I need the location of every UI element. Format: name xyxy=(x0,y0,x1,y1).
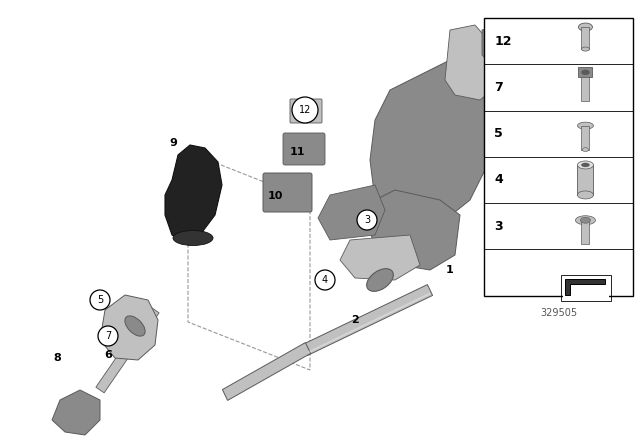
Text: 5: 5 xyxy=(97,295,103,305)
Polygon shape xyxy=(365,190,460,270)
Polygon shape xyxy=(482,25,502,65)
Text: 5: 5 xyxy=(495,127,503,140)
Ellipse shape xyxy=(580,217,591,223)
Bar xyxy=(561,275,611,301)
Polygon shape xyxy=(500,50,518,85)
Text: 3: 3 xyxy=(364,215,370,225)
FancyBboxPatch shape xyxy=(283,133,325,165)
Circle shape xyxy=(98,326,118,346)
Text: 12: 12 xyxy=(299,105,311,115)
Text: 2: 2 xyxy=(351,315,359,325)
Polygon shape xyxy=(308,293,431,353)
Circle shape xyxy=(90,290,110,310)
FancyBboxPatch shape xyxy=(263,173,312,212)
Polygon shape xyxy=(223,343,310,401)
Bar xyxy=(563,276,609,298)
Ellipse shape xyxy=(582,148,588,152)
Ellipse shape xyxy=(575,216,595,225)
Circle shape xyxy=(357,210,377,230)
Ellipse shape xyxy=(579,23,593,31)
Bar xyxy=(582,27,589,49)
Polygon shape xyxy=(340,235,420,280)
Text: 10: 10 xyxy=(268,191,283,201)
Polygon shape xyxy=(566,279,605,294)
Ellipse shape xyxy=(367,269,394,291)
Text: 7: 7 xyxy=(495,81,503,94)
Ellipse shape xyxy=(125,316,145,336)
Circle shape xyxy=(315,270,335,290)
Polygon shape xyxy=(100,295,158,360)
Polygon shape xyxy=(370,60,500,230)
Text: 4: 4 xyxy=(322,275,328,285)
Text: 7: 7 xyxy=(105,331,111,341)
Polygon shape xyxy=(52,390,100,435)
Text: 11: 11 xyxy=(289,147,305,157)
Ellipse shape xyxy=(577,161,593,169)
Text: 4: 4 xyxy=(495,173,503,186)
Text: 9: 9 xyxy=(169,138,177,148)
Bar xyxy=(579,67,593,78)
Polygon shape xyxy=(498,25,518,65)
Bar xyxy=(582,78,589,101)
Bar xyxy=(577,165,593,195)
Text: 1: 1 xyxy=(446,265,454,275)
Polygon shape xyxy=(96,307,159,393)
Text: 6: 6 xyxy=(104,350,112,360)
Ellipse shape xyxy=(577,191,593,199)
Text: 8: 8 xyxy=(53,353,61,363)
Circle shape xyxy=(292,97,318,123)
Text: 3: 3 xyxy=(495,220,503,233)
FancyBboxPatch shape xyxy=(290,99,322,123)
Polygon shape xyxy=(165,145,222,242)
Polygon shape xyxy=(303,284,433,355)
Ellipse shape xyxy=(173,231,213,246)
Bar xyxy=(582,125,589,150)
Text: 329505: 329505 xyxy=(540,308,577,318)
Text: 12: 12 xyxy=(495,34,512,47)
Polygon shape xyxy=(318,185,385,240)
Bar xyxy=(582,220,589,244)
Ellipse shape xyxy=(582,70,589,75)
Ellipse shape xyxy=(582,47,589,51)
Ellipse shape xyxy=(577,122,593,129)
Bar xyxy=(484,18,633,296)
Ellipse shape xyxy=(582,163,589,167)
Polygon shape xyxy=(445,25,492,100)
